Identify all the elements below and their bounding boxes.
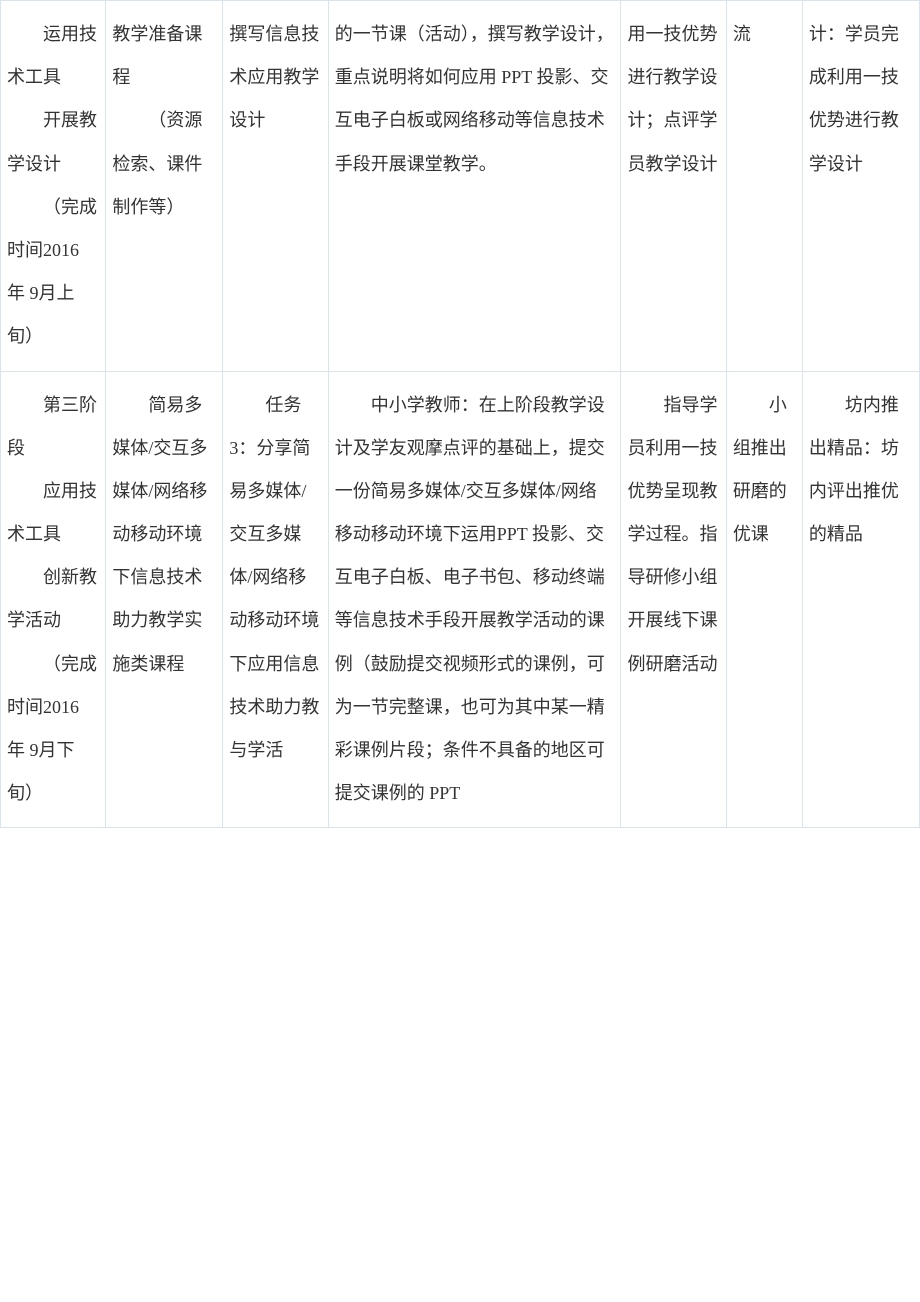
cell-text: 撰写信息技术应用教学设计	[229, 24, 319, 130]
table-row: 第三阶段 应用技术工具 创新教学活动 （完成时间2016 年 9月下旬） 简易多…	[1, 371, 920, 828]
cell-text: 小组推出研磨的优课	[733, 384, 796, 557]
cell-text: （完成时间2016 年 9月下旬）	[7, 643, 99, 816]
cell-text: 流	[733, 24, 751, 44]
cell-text: 任务 3：分享简易多媒体/交互多媒体/网络移动移动环境下应用信息技术助力教与学活	[229, 384, 321, 773]
cell-course: 教学准备课程 （资源检索、课件制作等）	[106, 1, 223, 372]
cell-description: 的一节课（活动），撰写教学设计，重点说明将如何应用 PPT 投影、交互电子白板或…	[328, 1, 621, 372]
training-plan-table: 运用技术工具 开展教学设计 （完成时间2016 年 9月上旬） 教学准备课程 （…	[0, 0, 920, 828]
cell-description: 中小学教师：在上阶段教学设计及学友观摩点评的基础上，提交一份简易多媒体/交互多媒…	[328, 371, 621, 828]
cell-text: 运用技术工具	[7, 13, 99, 99]
cell-text: （资源检索、课件制作等）	[112, 99, 216, 229]
cell-text: 的一节课（活动），撰写教学设计，重点说明将如何应用 PPT 投影、交互电子白板或…	[335, 24, 614, 174]
cell-output: 坊内推出精品：坊内评出推优的精品	[802, 371, 919, 828]
cell-course: 简易多媒体/交互多媒体/网络移动移动环境下信息技术助力教学实施类课程	[106, 371, 223, 828]
cell-text: 中小学教师：在上阶段教学设计及学友观摩点评的基础上，提交一份简易多媒体/交互多媒…	[335, 384, 615, 816]
cell-text: 创新教学活动	[7, 556, 99, 642]
cell-activity: 小组推出研磨的优课	[726, 371, 802, 828]
cell-text: （完成时间2016 年 9月上旬）	[7, 186, 99, 359]
cell-guidance: 指导学员利用一技优势呈现教学过程。指导研修小组开展线下课例研磨活动	[621, 371, 726, 828]
cell-text: 指导学员利用一技优势呈现教学过程。指导研修小组开展线下课例研磨活动	[627, 384, 719, 686]
cell-text: 应用技术工具	[7, 470, 99, 556]
cell-text: 开展教学设计	[7, 99, 99, 185]
cell-text: 用一技优势进行教学设计；点评学员教学设计	[627, 24, 717, 174]
cell-guidance: 用一技优势进行教学设计；点评学员教学设计	[621, 1, 726, 372]
cell-stage: 第三阶段 应用技术工具 创新教学活动 （完成时间2016 年 9月下旬）	[1, 371, 106, 828]
cell-activity: 流	[726, 1, 802, 372]
cell-text: 教学准备课程	[112, 24, 202, 87]
table-row: 运用技术工具 开展教学设计 （完成时间2016 年 9月上旬） 教学准备课程 （…	[1, 1, 920, 372]
cell-text: 计：学员完成利用一技优势进行教学设计	[809, 24, 899, 174]
cell-output: 计：学员完成利用一技优势进行教学设计	[802, 1, 919, 372]
cell-task: 任务 3：分享简易多媒体/交互多媒体/网络移动移动环境下应用信息技术助力教与学活	[223, 371, 328, 828]
cell-text: 简易多媒体/交互多媒体/网络移动移动环境下信息技术助力教学实施类课程	[112, 384, 216, 686]
cell-task: 撰写信息技术应用教学设计	[223, 1, 328, 372]
cell-text: 坊内推出精品：坊内评出推优的精品	[809, 384, 913, 557]
cell-stage: 运用技术工具 开展教学设计 （完成时间2016 年 9月上旬）	[1, 1, 106, 372]
cell-text: 第三阶段	[7, 384, 99, 470]
